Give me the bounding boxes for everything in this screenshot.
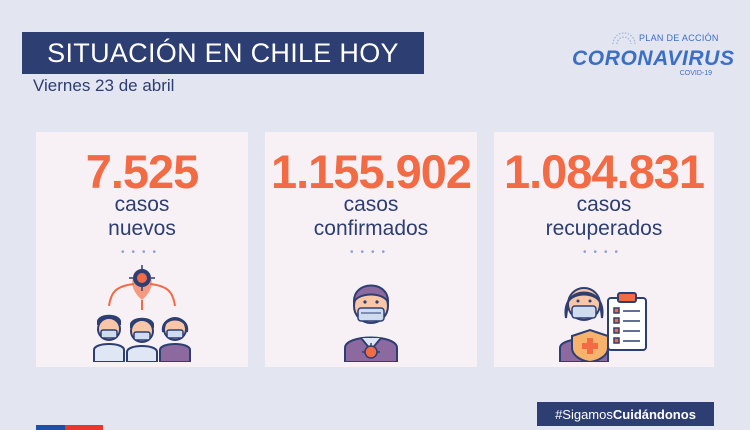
card-new-cases: 7.525 casos nuevos •••• (36, 132, 248, 367)
new-cases-number: 7.525 (85, 145, 200, 198)
confirmed-cases-label-line2: confirmados (313, 217, 429, 240)
flag-stripe-blue (36, 425, 65, 430)
divider-dots: •••• (349, 247, 392, 258)
recovered-person-clipboard-icon (559, 287, 647, 362)
logo-coronavirus-text: CORONAVIRUS (572, 47, 735, 70)
page-title: SITUACIÓN EN CHILE HOY (22, 32, 424, 74)
recovered-cases-label-line2: recuperados (545, 217, 663, 240)
new-cases-label-line1: casos (114, 193, 170, 216)
card-confirmed-cases: 1.155.902 casos confirmados •••• (265, 132, 477, 367)
date-label: Viernes 23 de abril (33, 76, 175, 95)
divider-dots: •••• (120, 247, 163, 258)
divider-dots: •••• (582, 247, 625, 258)
recovered-cases-label-line1: casos (576, 193, 632, 216)
confirmed-cases-number: 1.155.902 (270, 145, 472, 198)
confirmed-cases-label-line1: casos (343, 193, 399, 216)
page-title-text: SITUACIÓN EN CHILE HOY (47, 37, 399, 68)
logo-plan-text: PLAN DE ACCIÓN (639, 33, 719, 43)
hashtag-bold: Cuidándonos (612, 406, 696, 422)
recovered-cases-number: 1.084.831 (503, 145, 705, 198)
masked-person-icon (344, 284, 398, 362)
coronavirus-logo: PLAN DE ACCIÓN CORONAVIRUS COVID-19 (568, 32, 734, 80)
new-cases-label-line2: nuevos (108, 217, 176, 240)
hashtag-banner: #Sigamos Cuidándonos (537, 402, 714, 426)
hashtag-prefix: #Sigamos (555, 406, 613, 422)
government-arc-icon (612, 32, 636, 45)
group-with-virus-icon (93, 265, 191, 362)
logo-covid-text: COVID-19 (679, 70, 712, 77)
flag-stripe-red (65, 425, 103, 430)
card-recovered-cases: 1.084.831 casos recuperados •••• (494, 132, 714, 367)
